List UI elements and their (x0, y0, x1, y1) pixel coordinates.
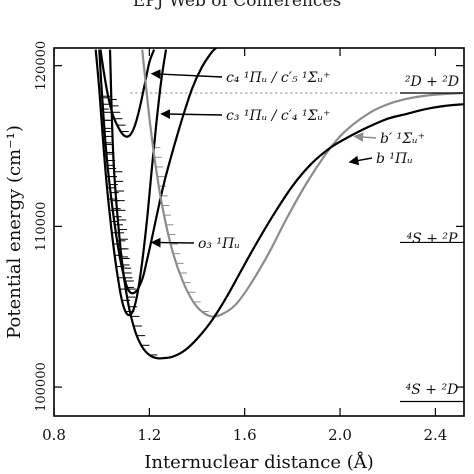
x-tick-label: 1.2 (137, 426, 161, 444)
annotation-arrow (353, 132, 377, 142)
y-axis-label: Potential energy (cm⁻¹) (4, 125, 25, 339)
potential-curve-line (98, 48, 217, 295)
annotation-label: b′ ¹Σᵤ⁺ (380, 131, 425, 147)
potential-curve-line (108, 49, 464, 360)
x-axis-label: Internuclear distance (Å) (144, 451, 374, 473)
annotation-arrow (150, 237, 195, 248)
y-tick-label: 100000 (34, 362, 49, 412)
plot-frame (53, 47, 465, 417)
dissociation-limits: ²D + ²D ⁴S + ²P ⁴S + ²D (400, 74, 464, 403)
axis-ticks: 0.8 1.2 1.6 2.0 2.4 100000 110000 120000 (34, 41, 464, 444)
annotation-label: c₄ ¹Πᵤ / c′₅ ¹Σᵤ⁺ (226, 70, 331, 86)
annotation-label: b ¹Πᵤ (376, 151, 413, 167)
y-tick-label: 110000 (34, 202, 49, 252)
page-header: EPJ Web of Conferences (132, 0, 342, 11)
x-tick-label: 0.8 (42, 426, 66, 444)
x-tick-label: 2.4 (423, 426, 447, 444)
dissociation-limit-label: ⁴S + ²P (407, 231, 458, 247)
annotation-label: o₃ ¹Πᵤ (198, 236, 240, 252)
vibrational-levels (99, 95, 209, 356)
x-tick-label: 2.0 (328, 426, 352, 444)
dissociation-limit-label: ⁴S + ²D (406, 382, 459, 398)
annotation-arrow (150, 69, 223, 80)
annotation-label: c₃ ¹Πᵤ / c′₄ ¹Σᵤ⁺ (226, 108, 331, 124)
y-tick-label: 120000 (34, 41, 49, 91)
potential-curves (94, 48, 464, 360)
x-tick-label: 1.6 (233, 426, 257, 444)
potential-curve-line (141, 49, 464, 318)
curve-annotations: c₄ ¹Πᵤ / c′₅ ¹Σᵤ⁺ c₃ ¹Πᵤ / c′₄ ¹Σᵤ⁺ b′ ¹Σᵤ… (150, 69, 425, 252)
dissociation-limit-label: ²D + ²D (405, 74, 459, 90)
annotation-arrow (160, 109, 223, 119)
annotation-arrow (348, 155, 373, 166)
